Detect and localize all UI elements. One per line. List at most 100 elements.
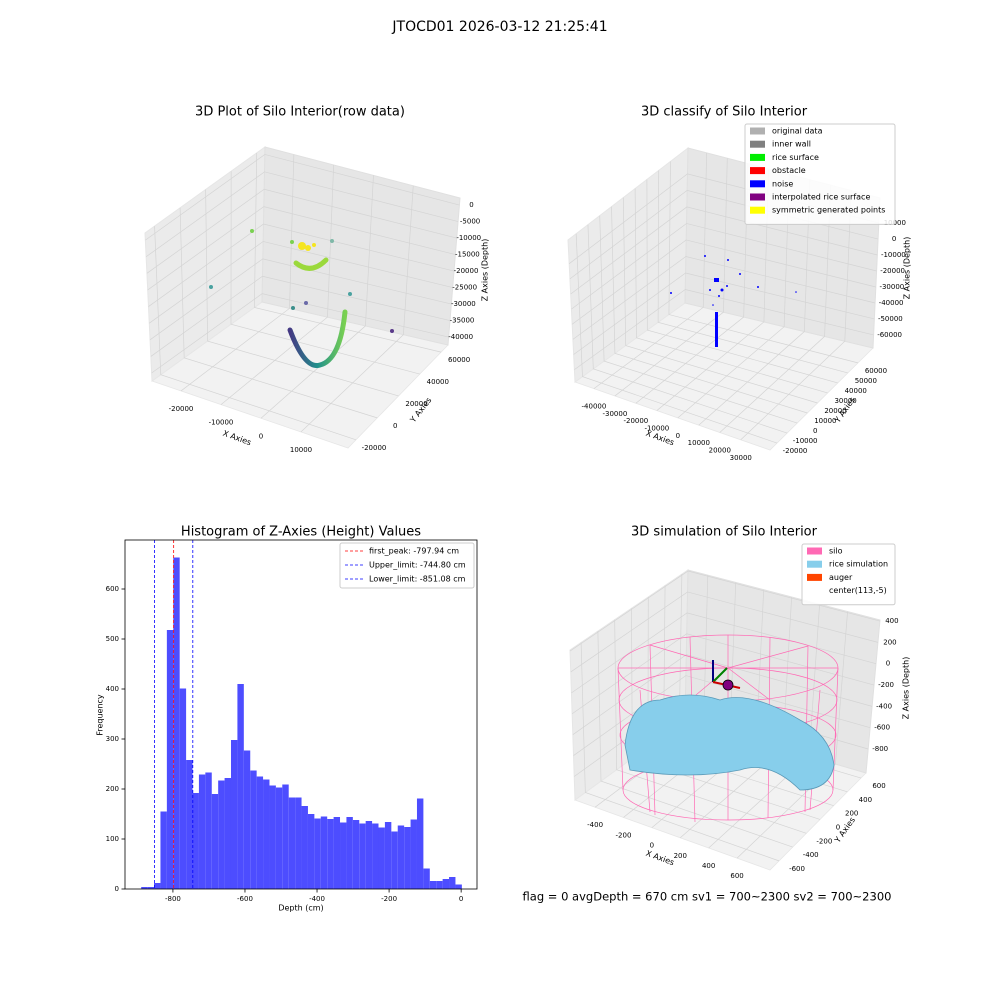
grid-line bbox=[611, 206, 808, 414]
z-tick-label: 0 bbox=[469, 201, 473, 209]
histogram-bar bbox=[263, 779, 270, 889]
y-tick-label: 400 bbox=[106, 685, 119, 693]
histogram-bar bbox=[391, 831, 398, 889]
grid-line bbox=[719, 185, 831, 433]
y-tick-label: 60000 bbox=[448, 356, 470, 364]
z-tick-label: -25000 bbox=[452, 284, 477, 292]
legend-label: original data bbox=[772, 127, 823, 136]
y-tick-label: 0 bbox=[115, 885, 119, 893]
histogram-bar bbox=[205, 772, 212, 889]
y-tick-label: -10000 bbox=[793, 437, 818, 445]
legend-label: silo bbox=[829, 547, 843, 556]
z-tick-label: -10000 bbox=[456, 234, 481, 242]
legend-label: symmetric generated points bbox=[772, 206, 885, 215]
grid-line bbox=[634, 188, 828, 394]
y-tick-label: 10000 bbox=[814, 417, 836, 425]
histogram-bar bbox=[186, 760, 193, 889]
raw-points bbox=[209, 229, 394, 369]
grid-line bbox=[260, 175, 374, 419]
subplot-title: Histogram of Z-Axies (Height) Values bbox=[181, 525, 421, 540]
legend-swatch bbox=[750, 153, 765, 161]
legend-box bbox=[801, 543, 896, 606]
y-tick-label: 0 bbox=[836, 823, 840, 831]
y-tick-label: 200 bbox=[845, 810, 858, 818]
y-tick-label: 0 bbox=[813, 427, 817, 435]
z-tick-label: -20000 bbox=[454, 267, 479, 275]
y-tick-label: -20000 bbox=[362, 444, 387, 452]
y-tick-label: 20000 bbox=[405, 400, 427, 408]
grid-line bbox=[300, 185, 414, 433]
grid-line bbox=[145, 154, 460, 241]
grid-line bbox=[572, 654, 873, 735]
y-tick-label: 0 bbox=[393, 422, 397, 430]
legend-swatch bbox=[750, 167, 765, 175]
legend-box bbox=[339, 542, 475, 589]
legend-label: first_peak: -797.94 cm bbox=[369, 547, 459, 556]
z-axis-label: Z Axies (Depth) bbox=[902, 657, 911, 720]
legend-label: inner wall bbox=[772, 140, 811, 149]
grid-line bbox=[147, 206, 456, 291]
x-tick-label: -10000 bbox=[644, 425, 669, 433]
grid-line bbox=[622, 197, 818, 404]
histogram-bar bbox=[359, 823, 366, 889]
y-tick-label: 100 bbox=[106, 835, 119, 843]
subplot-title: 3D simulation of Silo Interior bbox=[631, 525, 818, 540]
x-tick-label: 200 bbox=[674, 852, 687, 860]
subplot-title: 3D classify of Silo Interior bbox=[641, 105, 808, 120]
histogram-bar bbox=[320, 816, 328, 889]
legend-label: auger bbox=[829, 573, 853, 582]
legend-swatch bbox=[750, 180, 765, 188]
legend-label: noise bbox=[772, 179, 793, 188]
back-pane bbox=[261, 146, 461, 346]
legend-label: interpolated rice surface bbox=[772, 193, 870, 202]
legend-label: center(113,-5) bbox=[829, 586, 887, 595]
histogram-bar bbox=[198, 774, 206, 889]
grid-line bbox=[573, 675, 871, 756]
histogram-bar bbox=[365, 821, 373, 889]
y-tick-label: 400 bbox=[859, 796, 872, 804]
grid-line bbox=[614, 158, 728, 397]
histogram-bar bbox=[224, 778, 231, 889]
x-tick-label: -20000 bbox=[623, 417, 648, 425]
z-tick-label: -50000 bbox=[878, 315, 903, 323]
y-tick-label: -400 bbox=[803, 851, 819, 859]
legend-label: Lower_limit: -851.08 cm bbox=[369, 575, 466, 584]
z-axis-label: Z Axies (Depth) bbox=[903, 237, 912, 300]
grid-line bbox=[570, 591, 879, 673]
grid-line bbox=[574, 289, 874, 370]
legend-swatch bbox=[750, 140, 765, 148]
grid-line bbox=[571, 223, 877, 310]
y-tick-label: -600 bbox=[789, 865, 805, 873]
histogram-bar bbox=[340, 822, 347, 889]
z-tick-label: 400 bbox=[885, 617, 898, 625]
y-tick-label: 600 bbox=[106, 585, 119, 593]
grid-line bbox=[580, 642, 780, 862]
z-axis-label: Z Axies (Depth) bbox=[481, 239, 490, 302]
x-tick-label: 30000 bbox=[730, 454, 752, 462]
histogram-bar bbox=[179, 688, 187, 889]
legend-swatch bbox=[807, 587, 822, 595]
grid-line bbox=[597, 631, 793, 848]
histogram-bar bbox=[307, 814, 315, 889]
histogram-bar bbox=[346, 817, 353, 889]
histogram-bar bbox=[237, 684, 244, 889]
histogram-bar bbox=[147, 887, 155, 889]
y-tick-label: 600 bbox=[872, 782, 885, 790]
x-tick-label: 0 bbox=[259, 432, 263, 440]
legend-swatch bbox=[750, 206, 765, 214]
histogram-bar bbox=[442, 879, 450, 889]
y-axis-label: Frequency bbox=[96, 694, 105, 736]
y-tick-label: -20000 bbox=[783, 447, 808, 455]
histogram-bar bbox=[314, 818, 321, 889]
x-tick-label: -10000 bbox=[209, 419, 234, 427]
grid-line bbox=[572, 256, 876, 340]
legend-label: rice surface bbox=[772, 153, 819, 162]
x-tick-label: -200 bbox=[616, 831, 632, 839]
histogram-bar bbox=[429, 881, 437, 889]
x-tick-label: -600 bbox=[237, 895, 253, 903]
grid-line bbox=[149, 258, 452, 341]
y-tick-label: 200 bbox=[106, 785, 119, 793]
histogram-bar bbox=[378, 827, 385, 889]
legend-swatch bbox=[750, 193, 765, 201]
